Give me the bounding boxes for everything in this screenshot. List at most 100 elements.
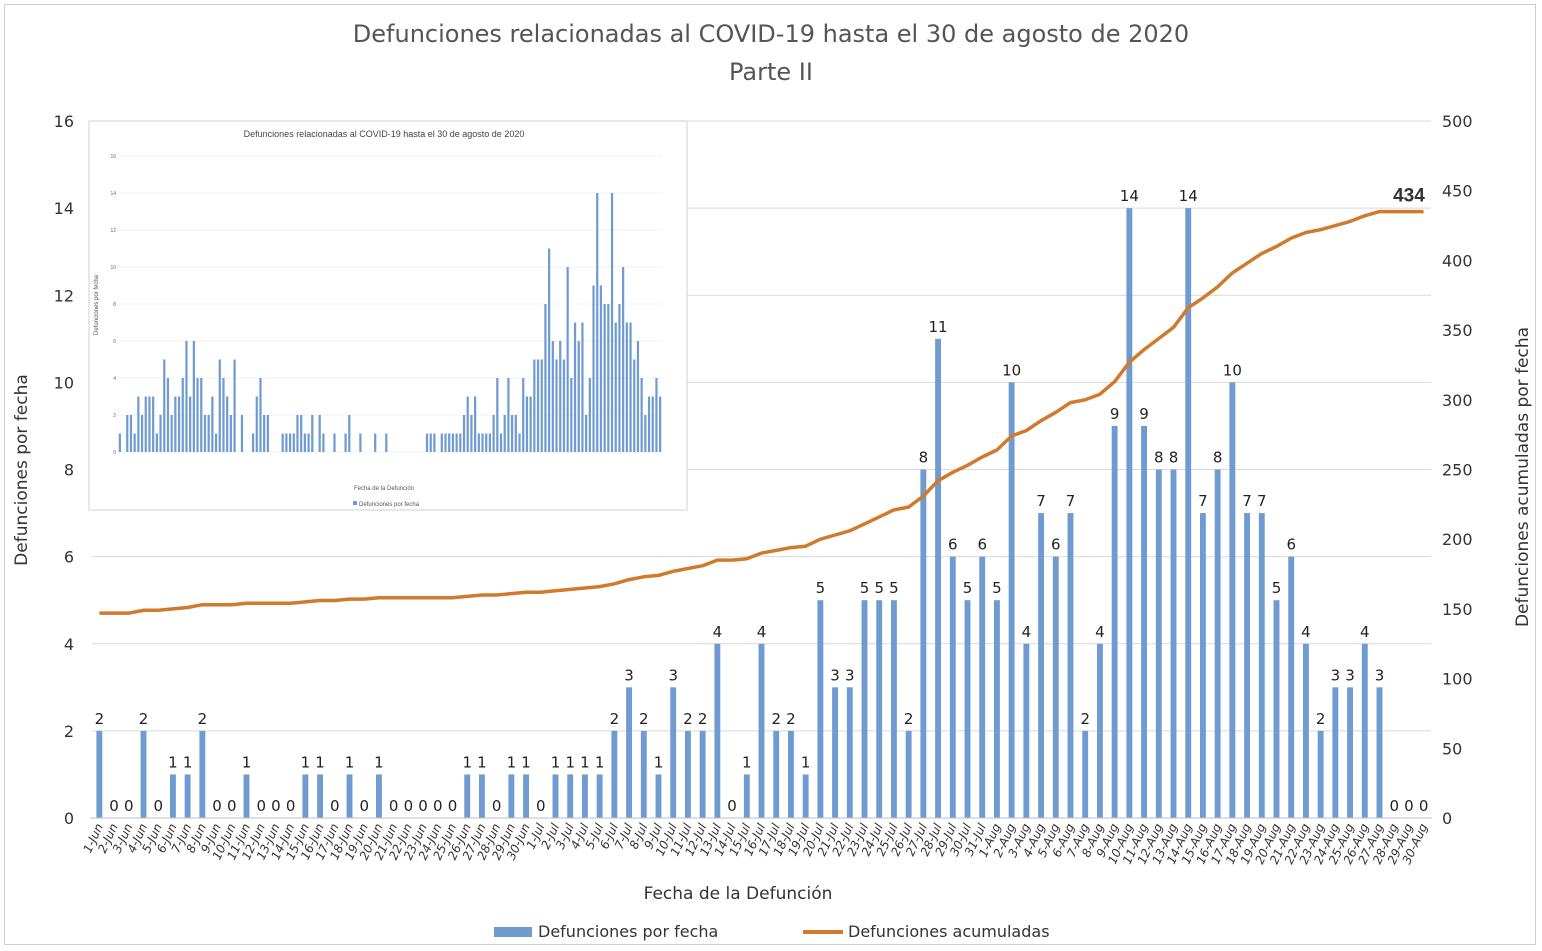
bar-value-label: 1 xyxy=(654,753,664,771)
bar xyxy=(787,730,794,818)
left-tick-label: 2 xyxy=(64,722,74,741)
bar xyxy=(1111,425,1118,818)
inset-bar xyxy=(266,415,269,452)
bar-value-label: 2 xyxy=(139,710,149,728)
bar-value-label: 5 xyxy=(889,579,899,597)
bar-value-label: 4 xyxy=(757,623,767,641)
inset-bar xyxy=(159,415,162,452)
inset-bar xyxy=(229,415,232,452)
bar-value-label: 5 xyxy=(860,579,870,597)
bar-value-label: 14 xyxy=(1179,187,1198,205)
bar-value-label: 1 xyxy=(801,753,811,771)
inset-bar xyxy=(518,433,521,452)
bar-value-label: 3 xyxy=(1331,666,1341,684)
bar-value-label: 1 xyxy=(477,753,487,771)
bar-value-label: 0 xyxy=(433,797,443,815)
inset-bar xyxy=(618,304,621,452)
inset-bar xyxy=(144,396,147,452)
bar-value-label: 5 xyxy=(816,579,826,597)
bar-value-label: 1 xyxy=(580,753,590,771)
inset-tick-label: 2 xyxy=(113,413,116,419)
right-tick-label: 0 xyxy=(1442,809,1452,828)
bar xyxy=(140,730,147,818)
inset-bar xyxy=(496,378,499,452)
inset-bar xyxy=(659,396,662,452)
inset-bar xyxy=(503,415,506,452)
inset-bar xyxy=(625,322,628,452)
inset-bar xyxy=(118,433,121,452)
bar xyxy=(199,730,206,818)
bar-value-label: 1 xyxy=(242,753,252,771)
bar-value-label: 10 xyxy=(1223,361,1242,379)
bar-value-label: 2 xyxy=(771,710,781,728)
inset-bar xyxy=(292,433,295,452)
inset-chart: Defunciones relacionadas al COVID-19 has… xyxy=(88,120,688,511)
bar xyxy=(890,600,897,818)
bar xyxy=(184,774,191,818)
inset-bar xyxy=(226,396,229,452)
bar-value-label: 2 xyxy=(639,710,649,728)
bar xyxy=(1273,600,1280,818)
inset-bar xyxy=(222,378,225,452)
cumulative-end-label: 434 xyxy=(1393,186,1425,207)
left-tick-label: 6 xyxy=(64,548,74,567)
bar xyxy=(1332,687,1339,818)
bar xyxy=(920,469,927,818)
inset-bar xyxy=(477,433,480,452)
inset-bar xyxy=(155,433,158,452)
bar xyxy=(802,774,809,818)
chart-frame xyxy=(4,4,1536,945)
inset-tick-label: 16 xyxy=(110,154,116,160)
inset-tick-label: 10 xyxy=(110,265,116,271)
x-axis-label: Fecha de la Defunción xyxy=(644,884,833,904)
inset-bar xyxy=(470,415,473,452)
inset-bar xyxy=(440,433,443,452)
left-tick-label: 16 xyxy=(54,112,74,131)
bar-value-label: 0 xyxy=(124,797,134,815)
inset-bar xyxy=(255,396,258,452)
bar xyxy=(1023,643,1030,818)
right-tick-label: 400 xyxy=(1442,251,1473,270)
inset-bar xyxy=(196,378,199,452)
inset-bar xyxy=(529,396,532,452)
left-tick-label: 4 xyxy=(64,635,74,654)
inset-bar xyxy=(385,433,388,452)
bar xyxy=(1229,382,1236,818)
bar-value-label: 4 xyxy=(1360,623,1370,641)
bar xyxy=(1376,687,1383,818)
bar xyxy=(1302,643,1309,818)
inset-bar xyxy=(614,322,617,452)
bar xyxy=(596,774,603,818)
bar-value-label: 7 xyxy=(1036,492,1046,510)
bar-value-label: 1 xyxy=(301,753,311,771)
bar-value-label: 0 xyxy=(1419,797,1429,815)
bar-value-label: 7 xyxy=(1242,492,1252,510)
bar-value-label: 1 xyxy=(595,753,605,771)
left-tick-label: 14 xyxy=(54,199,74,218)
bar xyxy=(581,774,588,818)
inset-bar xyxy=(640,378,643,452)
inset-bar xyxy=(433,433,436,452)
inset-y-label: Defunciones por fecha xyxy=(94,274,100,335)
inset-bar xyxy=(170,415,173,452)
bar-value-label: 0 xyxy=(727,797,737,815)
bar xyxy=(523,774,530,818)
bar xyxy=(611,730,618,818)
bar-value-label: 7 xyxy=(1066,492,1076,510)
bar-value-label: 8 xyxy=(1213,449,1223,467)
inset-bar xyxy=(499,433,503,452)
inset-bar xyxy=(177,396,181,452)
bar xyxy=(1052,556,1059,818)
bar-value-label: 3 xyxy=(1345,666,1355,684)
inset-tick-label: 12 xyxy=(110,228,116,234)
inset-bar xyxy=(459,433,462,452)
inset-frame xyxy=(88,120,688,511)
bar xyxy=(979,556,986,818)
bar xyxy=(1038,513,1045,818)
bar xyxy=(640,730,647,818)
inset-bar xyxy=(622,267,625,452)
inset-bar xyxy=(259,378,262,452)
bar-value-label: 14 xyxy=(1120,187,1139,205)
bar xyxy=(1347,687,1354,818)
